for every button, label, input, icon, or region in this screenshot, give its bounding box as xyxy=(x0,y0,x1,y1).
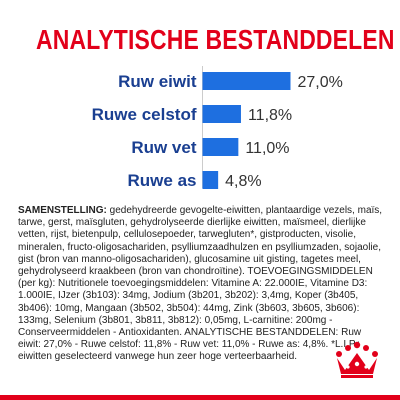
bottom-accent-line xyxy=(0,395,400,400)
royal-canin-crown-logo xyxy=(336,341,378,378)
composition-body: gedehydreerde gevogelte-eiwitten, planta… xyxy=(18,205,383,363)
value-label: 4,8% xyxy=(225,173,261,190)
value-label: 11,0% xyxy=(245,140,289,157)
value-label: 11,8% xyxy=(248,107,292,124)
nutrient-bar-chart: Ruw eiwit 27,0% Ruwe celstof 11,8% Ruw vet 11… xyxy=(92,66,343,190)
composition-heading: SAMENSTELLING: xyxy=(18,205,107,216)
bar xyxy=(202,171,219,189)
category-label: Ruw eiwit xyxy=(118,72,197,91)
bar xyxy=(202,138,239,156)
composition-text: SAMENSTELLING: gedehydreerde gevogelte-e… xyxy=(18,205,384,364)
category-label: Ruwe celstof xyxy=(92,105,197,124)
bar xyxy=(202,105,241,123)
category-label: Ruwe as xyxy=(128,171,197,190)
value-label: 27,0% xyxy=(298,74,343,91)
page-title: ANALYTISCHE BESTANDDELEN xyxy=(36,24,395,55)
category-label: Ruw vet xyxy=(131,138,197,157)
bar xyxy=(202,72,291,90)
